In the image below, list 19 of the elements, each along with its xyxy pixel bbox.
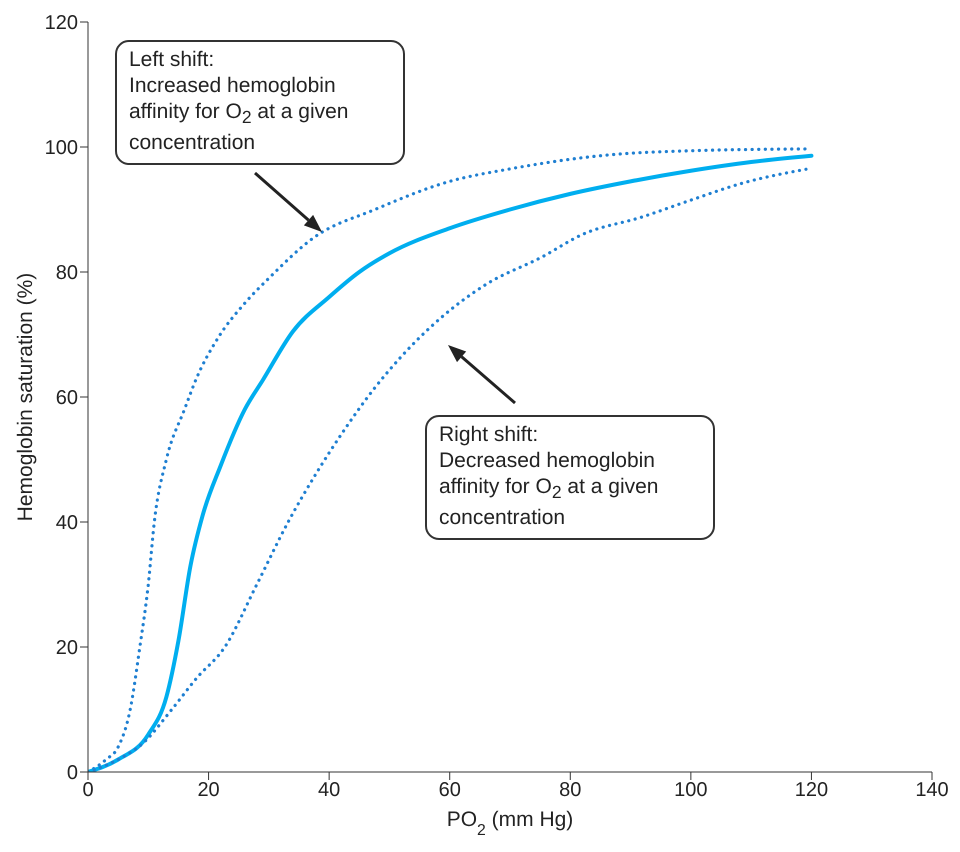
y-tick-label: 100 xyxy=(44,137,78,160)
y-tick-label: 20 xyxy=(56,637,78,660)
y-tick-label: 0 xyxy=(66,762,78,784)
y-axis-title: Hemoglobin saturation (%) xyxy=(14,272,37,522)
x-tick-label: 140 xyxy=(915,779,949,802)
y-tick-label: 80 xyxy=(56,262,78,284)
x-tick-label: 40 xyxy=(318,779,340,802)
x-tick-label: 120 xyxy=(794,779,828,802)
x-tick-label: 60 xyxy=(438,779,461,802)
x-tick-label: 80 xyxy=(559,779,582,802)
x-axis-title: PO$_{2}$ (mm Hg) xyxy=(446,808,574,838)
y-tick-label: 40 xyxy=(56,512,78,534)
x-tick-label: 100 xyxy=(674,779,708,802)
y-tick-label: 120 xyxy=(44,12,78,34)
y-tick-label: 60 xyxy=(56,387,78,410)
note-box: Right shift: Decreased hemoglobin affinity for O$_{2}$ at a given concentration xyxy=(425,415,715,540)
note-box: Left shift: Increased hemoglobin affinity for O$_{2}$ at a given concentration xyxy=(115,40,405,166)
x-tick-label: 0 xyxy=(82,779,94,802)
x-tick-label: 20 xyxy=(197,779,220,802)
